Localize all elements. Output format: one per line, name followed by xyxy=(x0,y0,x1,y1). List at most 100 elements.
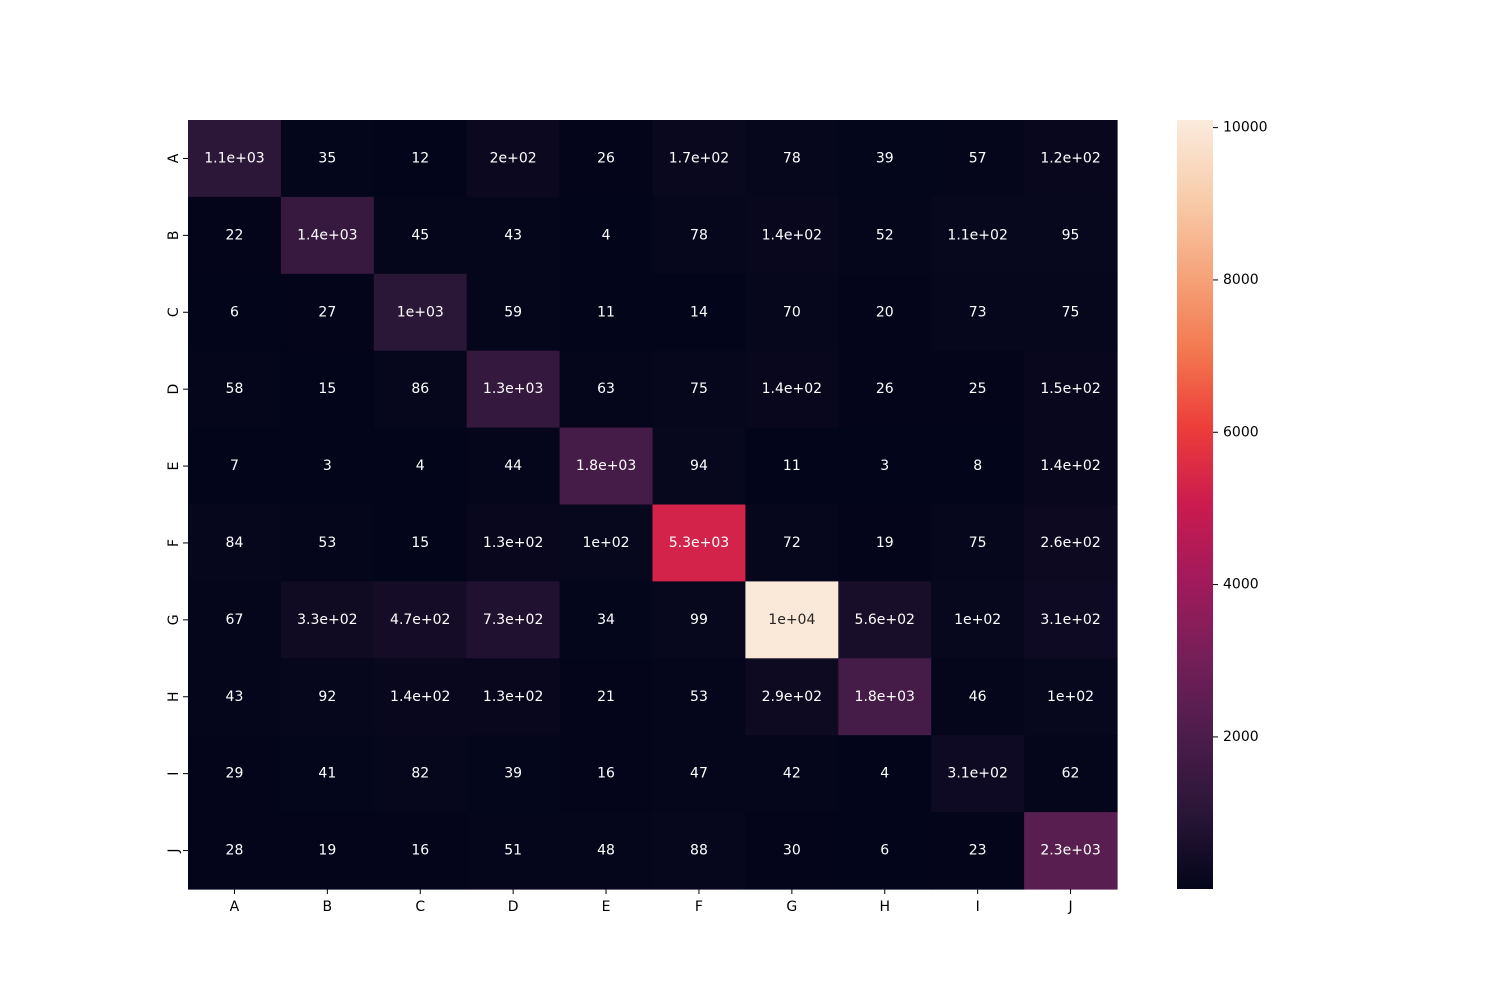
heatmap-cell-I-H xyxy=(838,735,932,813)
heatmap-cell-A-J xyxy=(1024,120,1118,198)
cell-label-I-I: 3.1e+02 xyxy=(947,766,1007,782)
heatmap-cell-E-A xyxy=(188,427,282,506)
heatmap-cell-D-J xyxy=(1024,350,1118,429)
cell-label-A-F: 1.7e+02 xyxy=(669,150,729,166)
heatmap-cell-B-E xyxy=(559,196,654,275)
cell-label-E-E: 1.8e+03 xyxy=(576,458,636,474)
heatmap-cell-F-B xyxy=(280,504,375,582)
cell-label-C-J: 75 xyxy=(1062,304,1080,320)
cell-label-H-D: 1.3e+02 xyxy=(483,689,543,705)
heatmap-cell-F-G xyxy=(745,504,839,582)
cell-label-F-B: 53 xyxy=(318,535,336,551)
colorbar-tick-label: 10000 xyxy=(1223,120,1268,136)
cell-label-B-F: 78 xyxy=(690,227,708,243)
heatmap-cell-A-I xyxy=(931,120,1025,198)
cell-label-A-A: 1.1e+03 xyxy=(204,150,264,166)
heatmap-cell-G-D xyxy=(466,581,561,659)
heatmap-cell-B-F xyxy=(652,196,746,275)
cell-label-I-B: 41 xyxy=(318,766,336,782)
cell-label-F-D: 1.3e+02 xyxy=(483,535,543,551)
y-tick-label-I: I xyxy=(166,772,182,776)
heatmap-cell-I-D xyxy=(466,735,561,813)
heatmap-cell-D-D xyxy=(466,350,561,429)
y-tick-label-D: D xyxy=(166,384,182,395)
cell-label-F-J: 2.6e+02 xyxy=(1040,535,1100,551)
heatmap-cell-E-F xyxy=(652,427,746,506)
heatmap-cell-F-J xyxy=(1024,504,1118,582)
heatmap-cell-F-E xyxy=(559,504,654,582)
heatmap-cell-E-H xyxy=(838,427,932,506)
heatmap-cell-H-H xyxy=(838,658,932,736)
heatmap-cell-C-H xyxy=(838,273,932,352)
heatmap-cell-G-H xyxy=(838,581,932,659)
cell-label-D-I: 25 xyxy=(969,381,987,397)
cell-label-J-D: 51 xyxy=(504,843,522,859)
heatmap-cell-J-J xyxy=(1024,812,1118,890)
heatmap-cell-J-B xyxy=(280,812,375,890)
cell-label-A-D: 2e+02 xyxy=(490,150,537,166)
cell-label-A-H: 39 xyxy=(876,150,894,166)
heatmap-cell-E-B xyxy=(280,427,375,506)
heatmap-cell-A-C xyxy=(373,120,468,198)
heatmap-cell-G-C xyxy=(373,581,468,659)
heatmap-cell-F-H xyxy=(838,504,932,582)
x-axis: A B C D E F G H I J xyxy=(230,889,1073,915)
heatmap-cell-H-I xyxy=(931,658,1025,736)
y-tick-label-A: A xyxy=(166,153,182,163)
y-tick-label-B: B xyxy=(166,231,182,241)
heatmap-cell-B-B xyxy=(280,196,375,275)
colorbar: 2000 4000 6000 8000 10000 xyxy=(1177,120,1268,889)
cell-label-C-E: 11 xyxy=(597,304,615,320)
heatmap-cell-E-C xyxy=(373,427,468,506)
heatmap-cell-C-J xyxy=(1024,273,1118,352)
x-tick-label-H: H xyxy=(879,899,890,915)
heatmap-cells xyxy=(188,120,1118,890)
cell-label-C-G: 70 xyxy=(783,304,801,320)
heatmap-cell-G-I xyxy=(931,581,1025,659)
cell-label-D-F: 75 xyxy=(690,381,708,397)
heatmap-cell-J-I xyxy=(931,812,1025,890)
heatmap-cell-I-F xyxy=(652,735,746,813)
cell-label-A-E: 26 xyxy=(597,150,615,166)
heatmap-cell-C-A xyxy=(188,273,282,352)
heatmap-cell-H-E xyxy=(559,658,654,736)
heatmap-cell-C-B xyxy=(280,273,375,352)
heatmap-cell-A-B xyxy=(280,120,375,198)
cell-label-D-J: 1.5e+02 xyxy=(1040,381,1100,397)
y-axis: A B C D E F G H I J xyxy=(166,153,188,854)
cell-label-H-A: 43 xyxy=(226,689,244,705)
cell-label-I-J: 62 xyxy=(1062,766,1080,782)
cell-label-A-B: 35 xyxy=(318,150,336,166)
heatmap-cell-H-F xyxy=(652,658,746,736)
colorbar-gradient xyxy=(1177,120,1213,889)
cell-label-F-I: 75 xyxy=(969,535,987,551)
x-tick-label-C: C xyxy=(415,899,425,915)
heatmap-cell-C-D xyxy=(466,273,561,352)
cell-label-H-G: 2.9e+02 xyxy=(762,689,822,705)
heatmap-cell-D-H xyxy=(838,350,932,429)
cell-label-C-B: 27 xyxy=(318,304,336,320)
cell-label-J-G: 30 xyxy=(783,843,801,859)
cell-label-E-D: 44 xyxy=(504,458,522,474)
cell-label-E-F: 94 xyxy=(690,458,708,474)
heatmap-cell-A-G xyxy=(745,120,839,198)
cell-label-H-C: 1.4e+02 xyxy=(390,689,450,705)
cell-label-J-J: 2.3e+03 xyxy=(1040,843,1100,859)
cell-label-G-H: 5.6e+02 xyxy=(855,612,915,628)
heatmap-cell-D-C xyxy=(373,350,468,429)
heatmap-cell-B-H xyxy=(838,196,932,275)
heatmap-cell-C-C xyxy=(373,273,468,352)
heatmap-cell-E-I xyxy=(931,427,1025,506)
cell-label-J-C: 16 xyxy=(411,843,429,859)
cell-label-G-E: 34 xyxy=(597,612,615,628)
cell-label-D-H: 26 xyxy=(876,381,894,397)
heatmap-cell-A-H xyxy=(838,120,932,198)
colorbar-tick-label: 4000 xyxy=(1223,577,1259,593)
cell-label-G-G: 1e+04 xyxy=(768,612,815,628)
heatmap-cell-I-I xyxy=(931,735,1025,813)
colorbar-tick-label: 8000 xyxy=(1223,272,1259,288)
heatmap-cell-H-A xyxy=(188,658,282,736)
cell-label-A-I: 57 xyxy=(969,150,987,166)
cell-label-B-C: 45 xyxy=(411,227,429,243)
heatmap-cell-B-A xyxy=(188,196,282,275)
